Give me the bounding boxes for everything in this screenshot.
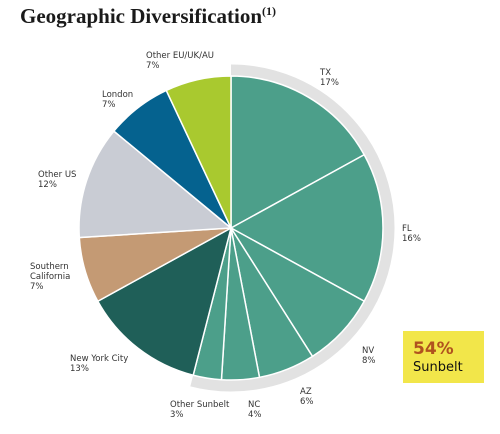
pie-slice [96, 226, 233, 377]
title-text: Geographic Diversification [20, 4, 263, 28]
slice-name: FL [402, 224, 412, 234]
slice-value: 4% [248, 410, 262, 420]
callout-box: 54% Sunbelt [403, 331, 484, 383]
slice-value: 3% [170, 410, 184, 420]
callout-value: 54% [413, 339, 454, 359]
pie-slice [230, 75, 366, 230]
slice-label: Other Sunbelt 3% [170, 400, 260, 420]
slice-value: 7% [102, 100, 116, 110]
slice-label: New York City 13% [70, 354, 160, 374]
slice-value: 13% [70, 364, 89, 374]
slice-label: Other US 12% [38, 170, 128, 190]
chart-title: Geographic Diversification(1) [20, 4, 276, 29]
slice-name: Other Sunbelt [170, 400, 230, 410]
slice-value: 16% [402, 234, 421, 244]
slice-name: London [102, 90, 134, 100]
slice-value: 12% [38, 180, 57, 190]
slice-label: NV 8% [362, 346, 452, 366]
title-note: (1) [262, 4, 277, 18]
slice-label: Other EU/UK/AU 7% [146, 51, 236, 71]
slice-name: NV [362, 346, 375, 356]
slice-label: London 7% [102, 90, 192, 110]
slice-name: Other EU/UK/AU [146, 51, 214, 61]
slice-value: 8% [362, 356, 376, 366]
pie-slice [229, 153, 384, 303]
highlight-ring [190, 64, 395, 392]
slice-name: AZ [300, 387, 312, 397]
pie-slice [78, 130, 233, 239]
slice-label: Southern California 7% [30, 262, 80, 292]
slice-value: 7% [146, 61, 160, 71]
slice-value: 17% [320, 78, 339, 88]
slice-label: NC 4% [248, 400, 338, 420]
slice-name: Southern California [30, 262, 71, 282]
slice-name: TX [320, 68, 332, 78]
callout-label: Sunbelt [413, 360, 463, 375]
slice-label: TX 17% [320, 68, 410, 88]
slice-value: 7% [30, 282, 44, 292]
slice-name: New York City [70, 354, 129, 364]
slice-label: AZ 6% [300, 387, 390, 407]
slice-value: 6% [300, 397, 314, 407]
slice-label: FL 16% [402, 224, 492, 244]
slice-name: NC [248, 400, 261, 410]
slice-name: Other US [38, 170, 77, 180]
pie-slice [165, 75, 232, 229]
